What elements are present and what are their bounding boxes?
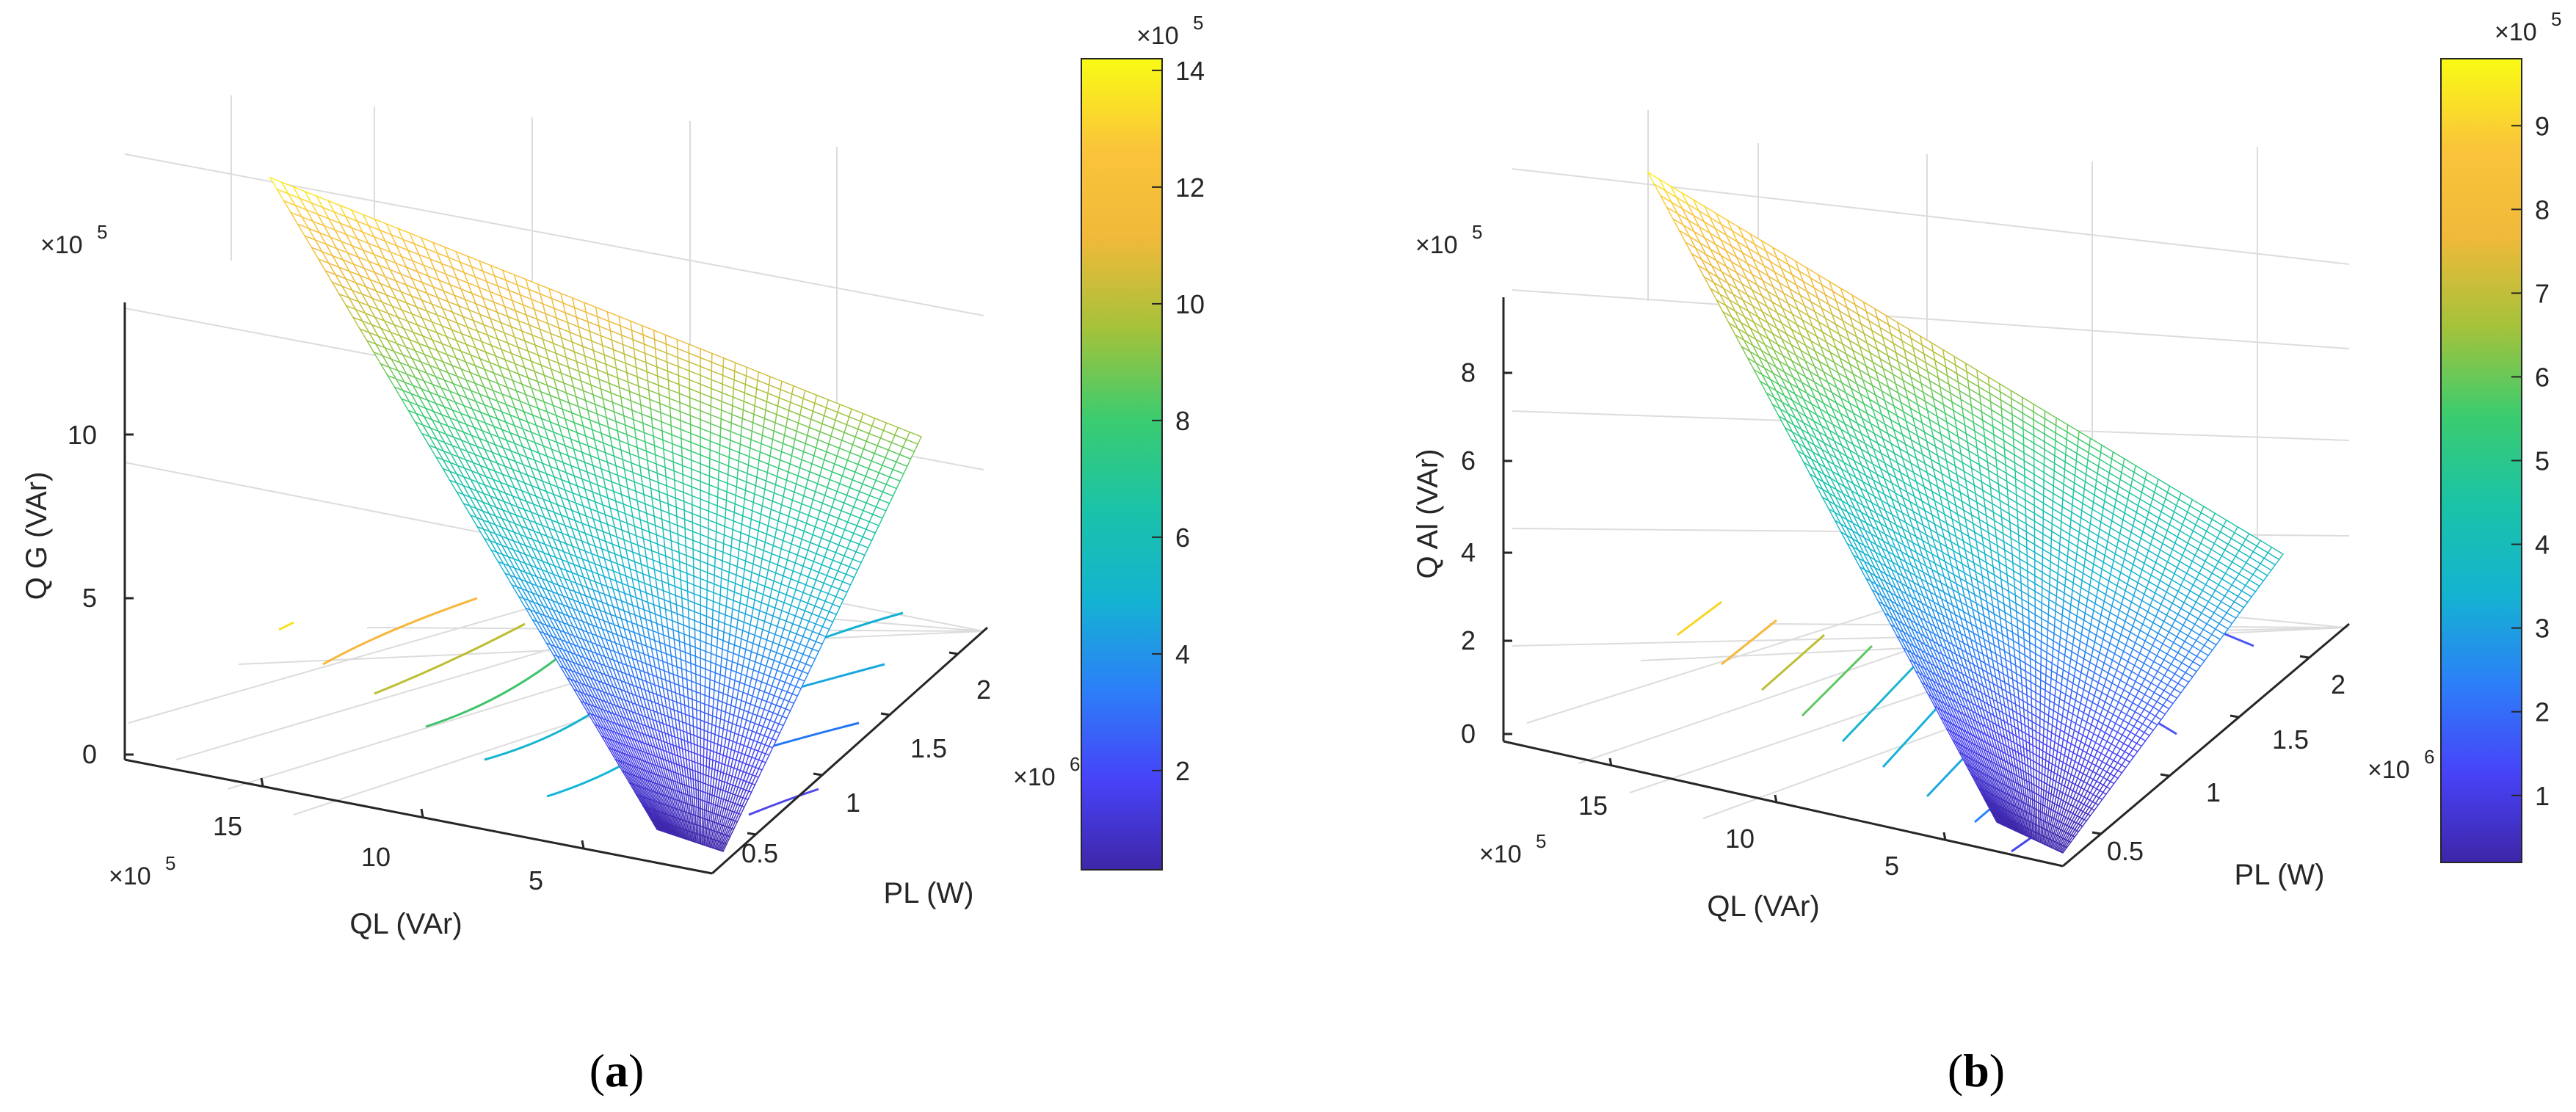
z-tick: 5 <box>82 583 97 613</box>
panel-a-z-label: Q G (VAr) <box>21 472 53 600</box>
colorbar-multiplier-exp: 5 <box>1193 12 1203 34</box>
panel-b-surface <box>1647 171 2285 854</box>
colorbar-tick: 12 <box>1175 172 1205 203</box>
panel-a-caption: (a) <box>589 1044 645 1097</box>
panel-a-surface <box>269 176 922 852</box>
panel-a-caption-letter: a <box>605 1044 628 1097</box>
panel-a-x-label: QL (VAr) <box>349 908 462 940</box>
panel-a-y-label: PL (W) <box>884 877 974 909</box>
x-multiplier-exp: 5 <box>165 852 175 874</box>
panel-a-contours <box>278 597 904 816</box>
panel-a-chart: 0 5 10 ×10 5 Q G (VAr) 15 10 5 ×10 5 QL … <box>21 12 1205 1097</box>
x-multiplier: ×10 <box>109 862 151 890</box>
colorbar-tick: 14 <box>1175 56 1205 86</box>
z-multiplier-exp: 5 <box>97 221 107 243</box>
y-tick: 1 <box>846 788 860 818</box>
colorbar-tick: 8 <box>1175 406 1190 436</box>
panel-b-chart: 0 2 4 6 8 ×10 5 Q Al (VAr) 15 10 5 ×10 5… <box>1412 8 2561 1097</box>
panel-a-z-multiplier: ×10 5 <box>40 221 107 259</box>
y-tick: 1.5 <box>910 733 947 763</box>
x-tick: 5 <box>529 865 543 895</box>
y-tick: 2 <box>976 675 991 705</box>
z-tick: 0 <box>82 739 97 769</box>
y-multiplier-exp: 6 <box>1070 753 1080 775</box>
colorbar-multiplier: ×10 <box>1136 22 1179 50</box>
z-multiplier: ×10 <box>40 231 83 259</box>
panel-a-y-multiplier: ×10 6 <box>1013 753 1080 791</box>
y-multiplier: ×10 <box>1013 763 1056 791</box>
panel-a-x-multiplier: ×10 5 <box>109 852 175 890</box>
panel-a-x-ticks: 15 10 5 <box>213 811 543 895</box>
x-tick: 10 <box>361 842 391 872</box>
panel-a-colorbar-body <box>1081 58 1163 871</box>
panel-a-colorbar: 2 4 6 8 10 12 14 ×10 5 <box>1081 12 1205 871</box>
colorbar-tick: 10 <box>1175 289 1205 319</box>
z-tick: 10 <box>68 420 97 450</box>
y-tick: 0.5 <box>741 838 778 868</box>
colorbar-tick: 6 <box>1175 523 1190 553</box>
colorbar-tick: 4 <box>1175 639 1190 669</box>
panel-a-z-ticks: 0 5 10 <box>68 420 97 769</box>
colorbar-tick: 2 <box>1175 756 1190 786</box>
x-tick: 15 <box>213 811 242 841</box>
